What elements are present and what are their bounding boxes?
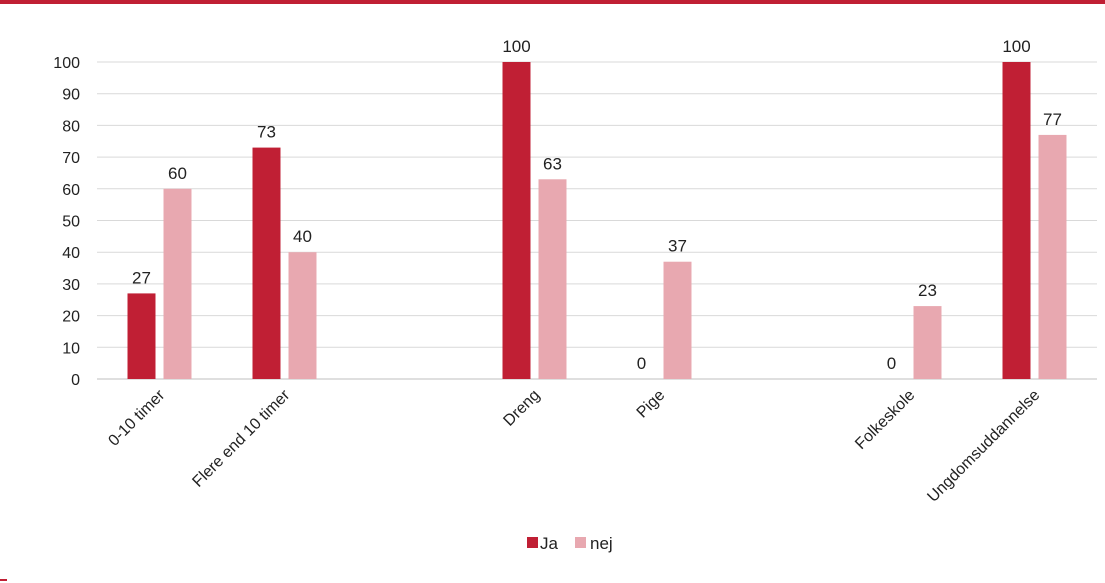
bar-ja: [252, 147, 281, 379]
data-labels: 27 73 100 0 0 100 60 40 63 37 23 77: [132, 37, 1062, 373]
bar-nej: [288, 252, 317, 379]
data-label-nej: 60: [168, 164, 187, 183]
data-label-nej: 40: [293, 227, 312, 246]
y-tick-label: 60: [62, 182, 80, 199]
y-axis: 0 10 20 30 40 50 60 70 80 90 100: [53, 55, 80, 389]
bar-ja: [127, 293, 156, 379]
legend: Ja nej: [527, 534, 613, 553]
y-tick-label: 90: [62, 87, 80, 104]
data-label-ja: 100: [1002, 37, 1030, 56]
data-label-ja: 27: [132, 268, 151, 287]
data-label-ja: 0: [887, 354, 896, 373]
x-category-label: Flere end 10 timer: [189, 386, 293, 490]
data-label-nej: 37: [668, 237, 687, 256]
legend-swatch-nej: [575, 537, 586, 548]
legend-label-ja: Ja: [540, 534, 559, 553]
y-tick-label: 10: [62, 340, 80, 357]
bar-nej: [163, 188, 192, 379]
bars: [127, 62, 1067, 379]
x-axis: 0-10 timer Flere end 10 timer Dreng Pige Fol…: [105, 386, 1043, 505]
y-tick-label: 20: [62, 309, 80, 326]
bar-nej: [663, 261, 692, 379]
legend-swatch-ja: [527, 537, 538, 548]
y-tick-label: 40: [62, 245, 80, 262]
data-label-nej: 63: [543, 154, 562, 173]
legend-label-nej: nej: [590, 534, 613, 553]
y-tick-label: 100: [53, 55, 80, 72]
y-tick-label: 50: [62, 214, 80, 231]
bar-nej: [1038, 134, 1067, 379]
x-category-label: Pige: [634, 387, 669, 422]
bar-ja: [502, 62, 531, 379]
data-label-ja: 73: [257, 123, 276, 142]
data-label-ja: 0: [637, 354, 646, 373]
bar-nej: [913, 306, 942, 379]
data-label-ja: 100: [502, 37, 530, 56]
x-category-label: 0-10 timer: [105, 386, 168, 449]
y-tick-label: 80: [62, 118, 80, 135]
bar-nej: [538, 179, 567, 379]
bottom-accent-mark: [0, 579, 7, 581]
bar-ja: [1002, 62, 1031, 379]
data-label-nej: 77: [1043, 110, 1062, 129]
y-tick-label: 30: [62, 277, 80, 294]
data-label-nej: 23: [918, 281, 937, 300]
y-tick-label: 0: [71, 372, 80, 389]
top-accent-rule: [0, 0, 1105, 4]
x-category-label: Dreng: [500, 387, 543, 430]
x-category-label: Ungdomsuddannelse: [924, 387, 1043, 506]
y-tick-label: 70: [62, 150, 80, 167]
gridlines: [97, 61, 1097, 380]
x-category-label: Folkeskole: [852, 387, 918, 453]
